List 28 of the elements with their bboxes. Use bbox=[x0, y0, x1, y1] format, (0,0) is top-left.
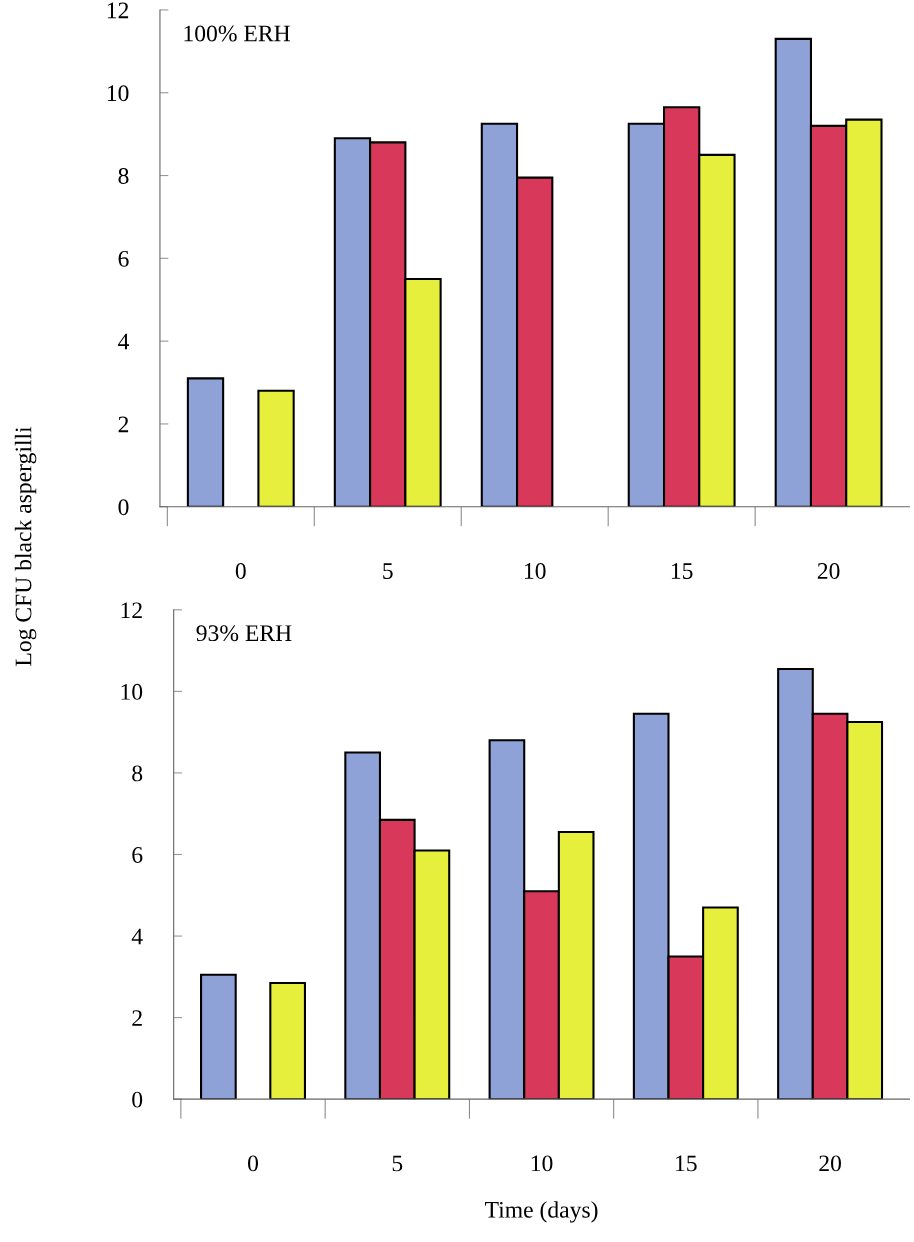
y-tick-label: 2 bbox=[118, 416, 129, 433]
x-tick-label: 20 bbox=[817, 562, 840, 579]
x-tick-label: 15 bbox=[676, 1155, 697, 1172]
chart-title: 93% ERH bbox=[196, 625, 292, 642]
y-tick-label: 8 bbox=[132, 765, 143, 782]
y-tick-label: 0 bbox=[118, 499, 129, 516]
y-tick-label: 6 bbox=[132, 847, 143, 863]
x-tick-label: 10 bbox=[524, 562, 546, 579]
y-tick-label: 10 bbox=[121, 683, 143, 700]
y-tick-label: 0 bbox=[132, 1091, 143, 1108]
x-tick-label: 0 bbox=[248, 1155, 259, 1172]
chart-title: 100% ERH bbox=[184, 25, 290, 42]
y-tick-label: 4 bbox=[131, 928, 143, 945]
x-tick-label: 5 bbox=[383, 563, 393, 579]
y-tick-label: 6 bbox=[118, 250, 129, 267]
y-tick-label: 12 bbox=[107, 2, 129, 19]
y-axis-title: Log CFU black aspergilli bbox=[14, 426, 37, 666]
x-tick-label: 5 bbox=[392, 1155, 403, 1172]
x-axis-title: Time (days) bbox=[485, 1201, 598, 1223]
x-tick-label: 0 bbox=[235, 562, 246, 579]
y-tick-label: 8 bbox=[118, 168, 129, 184]
y-tick-label: 4 bbox=[118, 333, 130, 350]
x-tick-label: 10 bbox=[531, 1155, 553, 1172]
x-tick-label: 20 bbox=[819, 1155, 841, 1172]
y-tick-label: 2 bbox=[132, 1010, 142, 1026]
x-tick-label: 15 bbox=[671, 563, 693, 579]
y-tick-label: 12 bbox=[121, 602, 142, 619]
y-tick-label: 10 bbox=[107, 85, 129, 102]
